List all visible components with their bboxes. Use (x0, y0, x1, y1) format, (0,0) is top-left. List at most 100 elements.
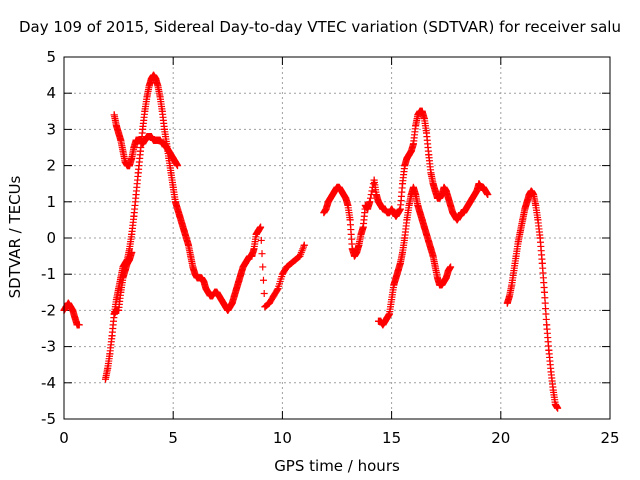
data-point (388, 296, 396, 304)
data-point (128, 248, 136, 256)
series-4 (374, 183, 455, 329)
grid (64, 57, 610, 419)
data-point (243, 256, 251, 264)
data-point (184, 241, 192, 249)
data-point (444, 267, 452, 275)
data-point (123, 259, 131, 267)
data-point (444, 194, 452, 202)
data-point (160, 140, 168, 148)
data-point (388, 205, 396, 213)
data-point (348, 245, 356, 253)
plot-frame (63, 56, 611, 420)
y-tick-label: -3 (41, 338, 56, 356)
data-point (130, 212, 138, 220)
series-2 (110, 111, 182, 318)
data-point (403, 154, 411, 162)
data-point (392, 274, 400, 282)
x-tick-label: 25 (600, 429, 619, 447)
data-point (464, 201, 472, 209)
data-point (219, 299, 227, 307)
series-3 (320, 107, 492, 260)
data-point (260, 290, 268, 298)
data-points (60, 71, 562, 412)
data-point (370, 176, 378, 184)
data-point (350, 252, 358, 260)
data-point (512, 252, 520, 260)
series-1 (60, 71, 308, 383)
data-point (117, 136, 125, 144)
data-point (134, 169, 142, 177)
data-point (355, 241, 363, 249)
data-point (128, 230, 136, 238)
data-point (191, 270, 199, 278)
data-point (396, 259, 404, 267)
data-point (278, 270, 286, 278)
data-point (471, 191, 479, 199)
x-tick-label: 15 (382, 429, 401, 447)
data-point (436, 194, 444, 202)
data-point (440, 277, 448, 285)
data-point (283, 263, 291, 271)
data-point (259, 276, 267, 284)
data-point (540, 288, 548, 296)
y-tick-label: -5 (41, 410, 56, 428)
data-point (549, 386, 557, 394)
data-point (67, 303, 75, 311)
data-point (150, 71, 158, 79)
data-point (202, 285, 210, 293)
data-point (257, 236, 265, 244)
data-point (399, 248, 407, 256)
data-point (71, 314, 79, 322)
data-point (324, 198, 332, 206)
data-point (429, 252, 437, 260)
data-point (154, 82, 162, 90)
data-point (121, 158, 129, 166)
data-point (274, 285, 282, 293)
data-point (416, 209, 424, 217)
data-point (160, 125, 168, 133)
data-point (442, 274, 450, 282)
data-point (407, 147, 415, 155)
data-point (423, 230, 431, 238)
data-point (337, 187, 345, 195)
data-point (174, 205, 182, 213)
data-point (438, 191, 446, 199)
data-point (169, 154, 177, 162)
data-point (506, 292, 514, 300)
data-point (466, 198, 474, 206)
data-point (250, 245, 258, 253)
data-point (139, 140, 147, 148)
x-tick-label: 0 (59, 429, 69, 447)
data-point (141, 107, 149, 115)
y-tick-label: 4 (46, 84, 56, 102)
data-point (554, 404, 562, 412)
data-point (427, 245, 435, 253)
data-point (527, 187, 535, 195)
data-point (359, 223, 367, 231)
data-point (104, 364, 112, 372)
data-point (239, 263, 247, 271)
data-point (431, 263, 439, 271)
data-point (174, 162, 182, 170)
data-point (136, 147, 144, 155)
data-point (425, 151, 433, 159)
data-point (479, 183, 487, 191)
data-point (401, 234, 409, 242)
data-point (412, 191, 420, 199)
data-point (112, 122, 120, 130)
data-point (427, 169, 435, 177)
data-point (126, 245, 134, 253)
data-point (187, 252, 195, 260)
data-point (215, 292, 223, 300)
data-point (156, 93, 164, 101)
y-tick-label: 3 (46, 120, 56, 138)
data-point (335, 183, 343, 191)
data-point (261, 303, 269, 311)
data-point (340, 191, 348, 199)
data-point (163, 144, 171, 151)
data-point (418, 107, 426, 115)
data-point (449, 209, 457, 217)
data-point (287, 259, 295, 267)
data-point (368, 187, 376, 195)
